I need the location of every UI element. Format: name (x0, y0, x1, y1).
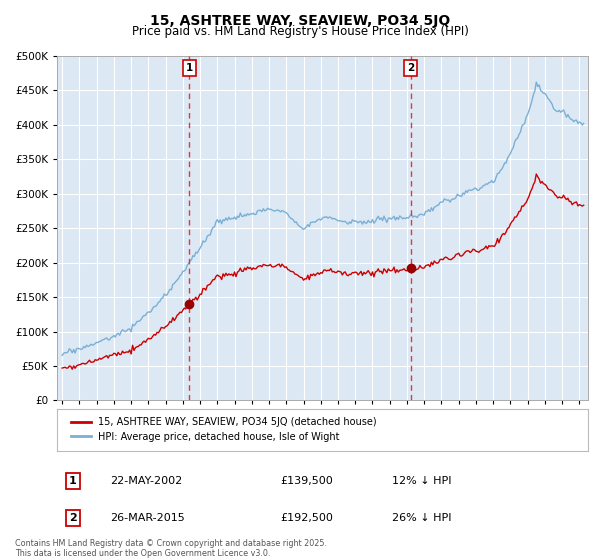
Text: 22-MAY-2002: 22-MAY-2002 (110, 476, 182, 486)
Text: 1: 1 (69, 476, 77, 486)
Text: 2: 2 (407, 63, 415, 73)
Text: 26% ↓ HPI: 26% ↓ HPI (392, 513, 451, 523)
Text: 15, ASHTREE WAY, SEAVIEW, PO34 5JQ: 15, ASHTREE WAY, SEAVIEW, PO34 5JQ (150, 14, 450, 28)
Text: 1: 1 (186, 63, 193, 73)
Text: 26-MAR-2015: 26-MAR-2015 (110, 513, 185, 523)
Legend: 15, ASHTREE WAY, SEAVIEW, PO34 5JQ (detached house), HPI: Average price, detache: 15, ASHTREE WAY, SEAVIEW, PO34 5JQ (deta… (67, 413, 381, 446)
Text: 2: 2 (69, 513, 77, 523)
Text: Price paid vs. HM Land Registry's House Price Index (HPI): Price paid vs. HM Land Registry's House … (131, 25, 469, 38)
Text: 12% ↓ HPI: 12% ↓ HPI (392, 476, 451, 486)
Text: £192,500: £192,500 (280, 513, 333, 523)
Text: £139,500: £139,500 (280, 476, 333, 486)
Text: Contains HM Land Registry data © Crown copyright and database right 2025.
This d: Contains HM Land Registry data © Crown c… (15, 539, 327, 558)
